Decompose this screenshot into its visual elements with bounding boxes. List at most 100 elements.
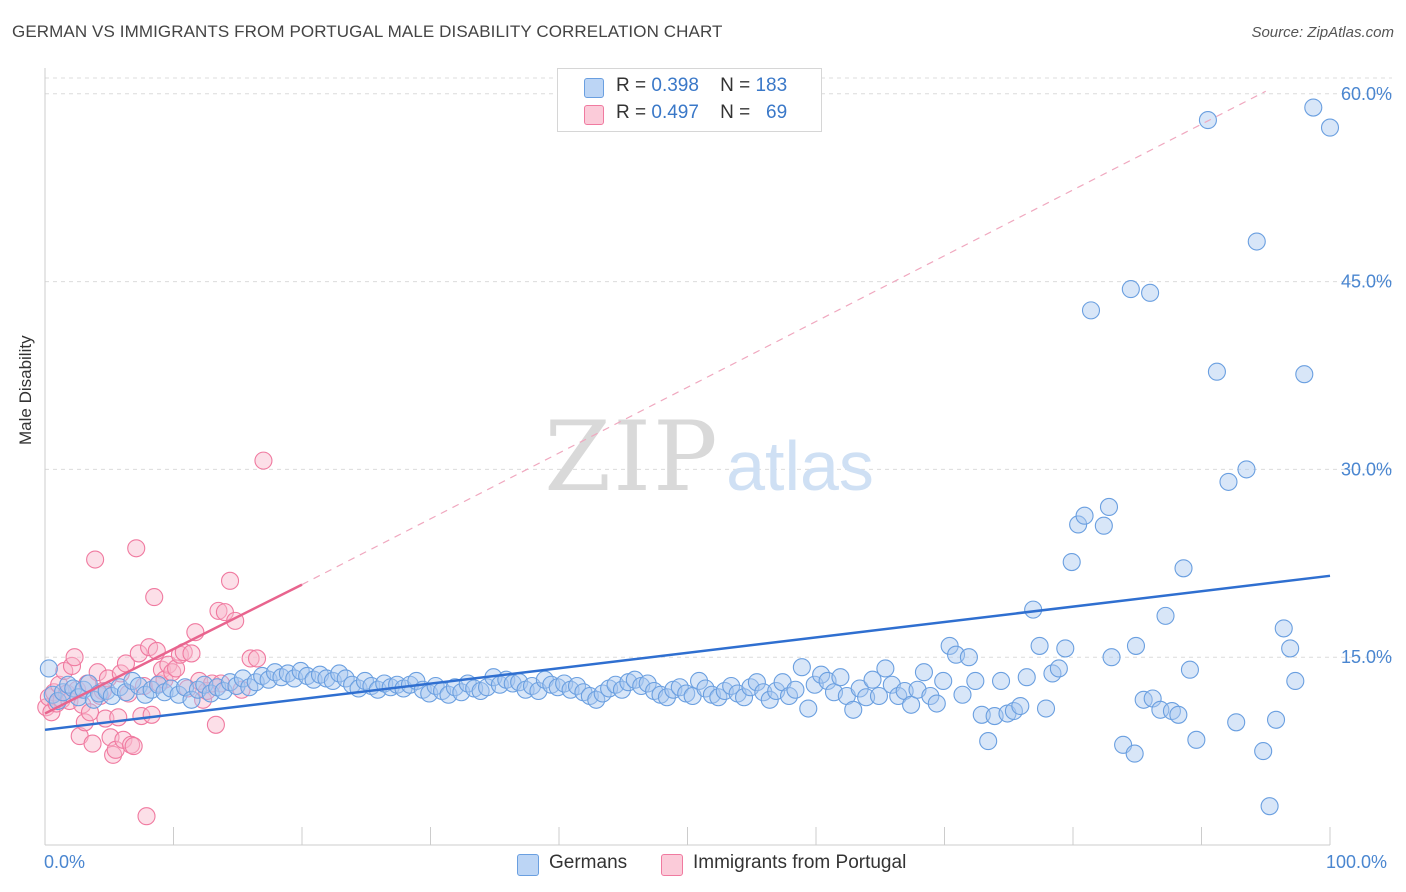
germans-point [1151, 700, 1170, 719]
germans-point [921, 686, 940, 706]
portugal-points [37, 451, 273, 826]
germans-point [1081, 301, 1101, 320]
watermark-zip: ZIP [544, 401, 719, 513]
germans-point [182, 690, 201, 709]
germans-point [722, 676, 741, 696]
legend-swatch-pink [661, 854, 683, 876]
portugal-point [209, 601, 228, 620]
germans-point [690, 671, 709, 691]
n-label: N = [720, 102, 751, 123]
portugal-point [142, 705, 161, 724]
germans-point [1219, 472, 1238, 491]
legend-swatch-blue [584, 78, 604, 98]
germans-point [831, 668, 850, 687]
legend-swatch-blue [517, 854, 539, 876]
portugal-point [241, 649, 260, 668]
x-tick-max: 100.0% [1326, 852, 1388, 872]
germans-point [1227, 713, 1246, 732]
legend-text: R = 0.398 N = 183 [616, 75, 787, 97]
trend-lines [44, 90, 1331, 732]
germans-point [786, 680, 805, 699]
portugal-point [65, 648, 84, 667]
germans-point [1169, 705, 1188, 724]
germans-point [638, 674, 657, 693]
germans-point [1320, 118, 1340, 137]
germans-point [799, 699, 818, 718]
portugal-point [83, 734, 102, 753]
germans-point [1049, 659, 1068, 678]
germans-point [1030, 636, 1049, 655]
germans-point [1017, 668, 1036, 687]
portugal-trend-line [44, 583, 303, 715]
watermark: ZIP atlas [544, 401, 874, 513]
germans-point [39, 659, 58, 678]
germans-point [979, 732, 998, 751]
portugal-point [137, 807, 156, 826]
n-label: N = [720, 75, 751, 96]
portugal-point [127, 539, 146, 558]
portugal-point [145, 588, 164, 607]
germans-point [927, 694, 946, 713]
germans-point [1180, 660, 1199, 679]
germans-point [1207, 362, 1226, 381]
germans-point [1266, 710, 1286, 729]
legend-label: Immigrants from Portugal [693, 852, 907, 873]
germans-point [1125, 744, 1144, 763]
germans-point [914, 663, 933, 682]
source-note: Source: ZipAtlas.com [1251, 24, 1394, 41]
germans-point [1295, 365, 1314, 384]
germans-point [902, 695, 921, 714]
germans-point [1260, 797, 1279, 816]
germans-point [792, 658, 811, 677]
portugal-point [104, 745, 123, 764]
y-tick-labels: 15.0% 30.0% 45.0% 60.0% [1341, 84, 1392, 667]
germans-point [657, 688, 676, 707]
germans-point [1237, 460, 1256, 479]
germans-point [1247, 232, 1266, 251]
germans-point [1121, 280, 1140, 299]
stats-legend: R = 0.398 N = 183 R = 0.497 N = 69 [557, 68, 822, 132]
portugal-point [109, 708, 128, 727]
germans-point [1062, 552, 1081, 572]
germans-trend-line [44, 574, 1331, 732]
germans-point [966, 671, 985, 691]
chart-title: GERMAN VS IMMIGRANTS FROM PORTUGAL MALE … [12, 22, 723, 41]
r-label: R = [616, 75, 647, 96]
portugal-point [206, 715, 225, 734]
portugal-point [86, 550, 105, 569]
germans-point [1056, 639, 1075, 658]
germans-point [934, 671, 953, 691]
watermark-atlas: atlas [726, 427, 874, 505]
germans-point [1286, 671, 1305, 691]
portugal-point [167, 659, 186, 678]
n-value: 183 [755, 75, 788, 96]
germans-point [612, 680, 632, 699]
germans-point [972, 705, 991, 724]
portugal-point [129, 644, 148, 663]
portugal-point [220, 571, 240, 590]
germans-point [1075, 506, 1094, 525]
r-value: 0.497 [651, 102, 699, 123]
germans-point [1134, 690, 1153, 709]
germans-point [844, 700, 863, 719]
germans-point [747, 673, 766, 692]
germans-point [1156, 606, 1175, 625]
germans-point [1254, 742, 1273, 761]
r-label: R = [616, 102, 647, 123]
germans-point [1141, 283, 1160, 302]
germans-point [1036, 699, 1056, 718]
germans-point [734, 688, 754, 707]
portugal-point [182, 644, 201, 663]
germans-point [959, 648, 978, 667]
y-tick-label: 30.0% [1341, 459, 1392, 479]
r-value: 0.398 [651, 75, 699, 96]
germans-point [953, 685, 972, 704]
n-value: 69 [766, 102, 788, 123]
germans-point [876, 659, 895, 678]
germans-point [227, 676, 246, 696]
germans-point [991, 671, 1011, 691]
y-tick-label: 45.0% [1341, 272, 1392, 292]
germans-point [754, 683, 773, 702]
germans-point [857, 688, 876, 707]
